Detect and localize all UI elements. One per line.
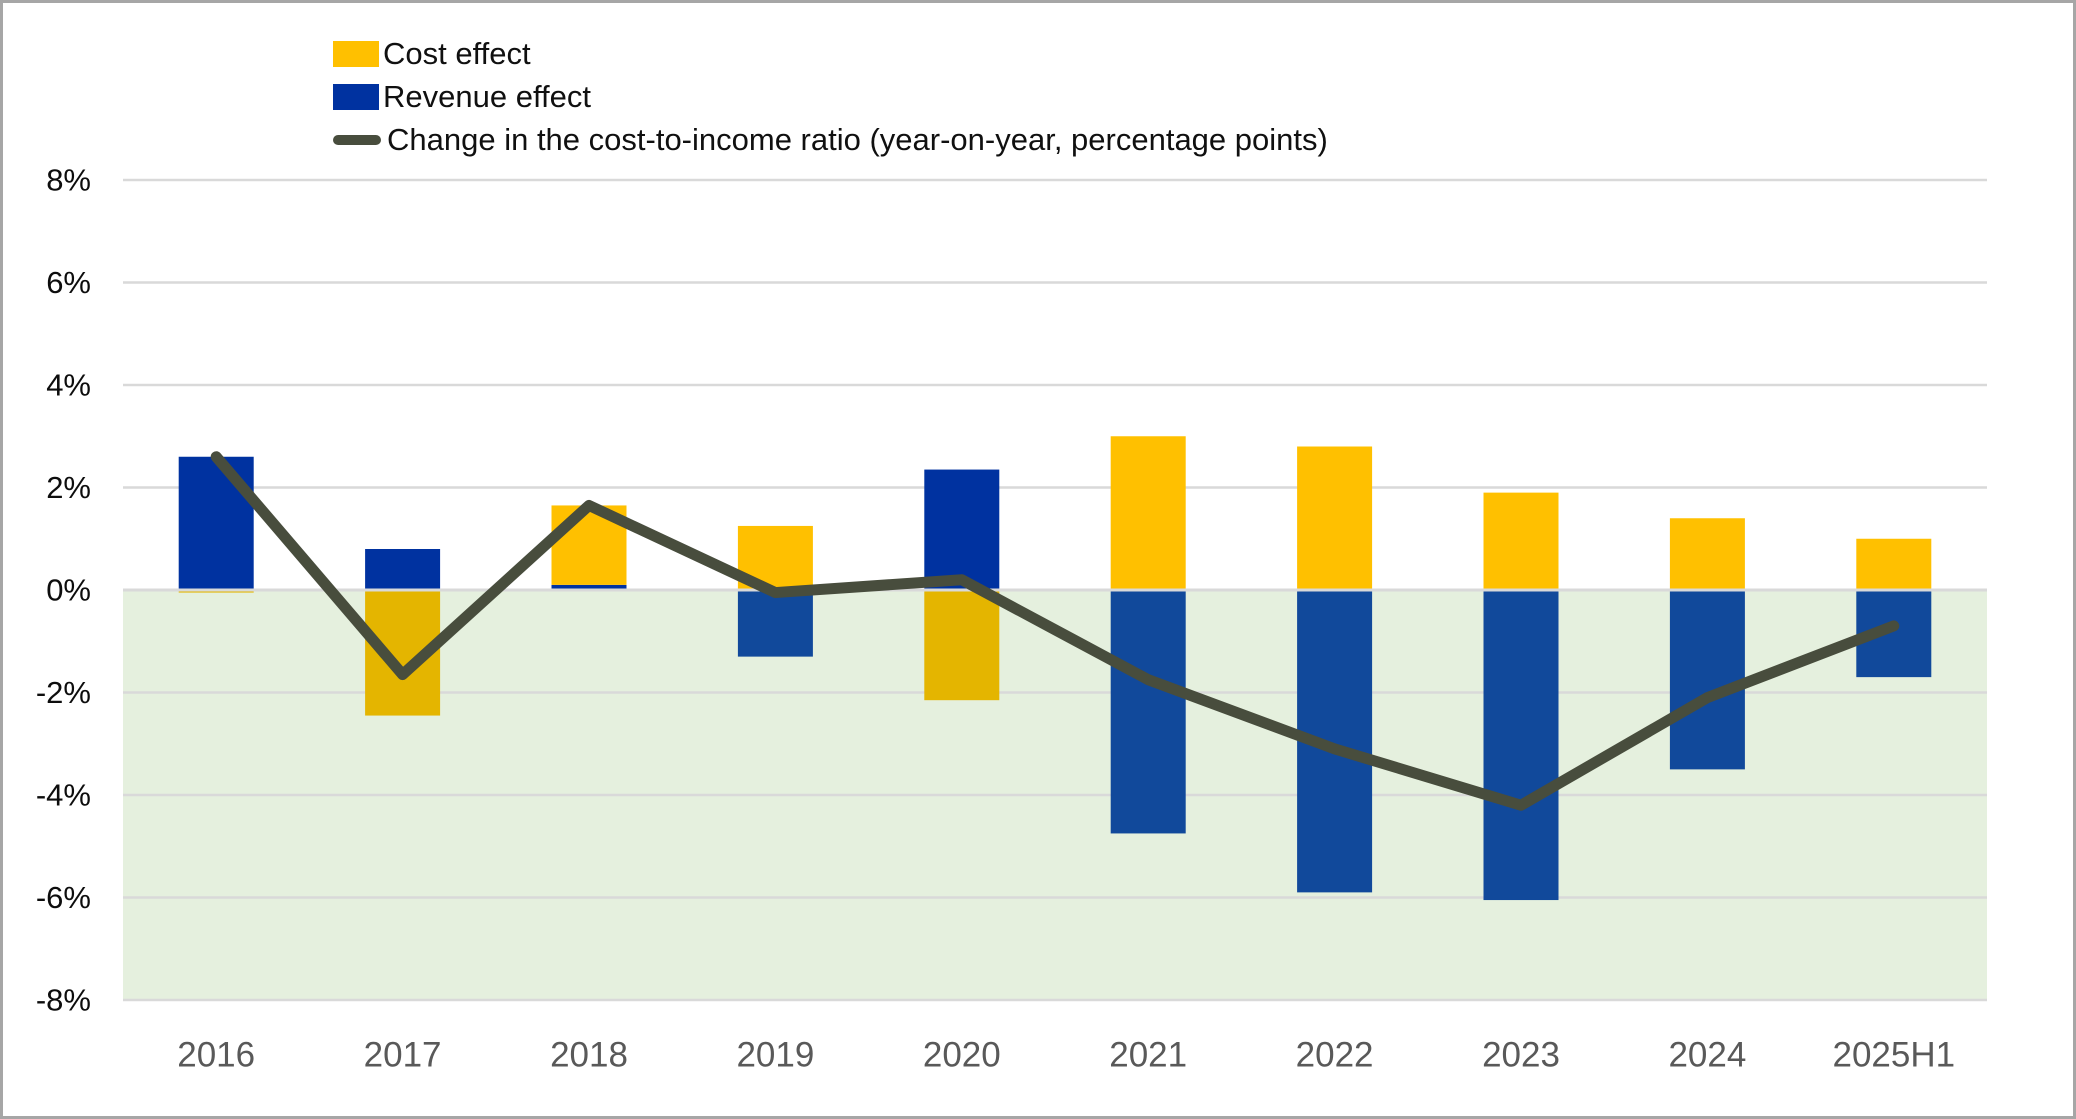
y-axis-tick-label: -4% — [36, 778, 91, 813]
y-axis-tick-label: 8% — [46, 163, 91, 198]
bar-segment-cost-effect — [1297, 446, 1373, 590]
legend-item-cost-effect: Cost effect — [333, 37, 1328, 71]
legend-item-revenue-effect: Revenue effect — [333, 80, 1328, 114]
bar-segment-revenue-effect — [1110, 590, 1186, 834]
y-axis-tick-label: 0% — [46, 573, 91, 608]
x-axis-category-label: 2017 — [364, 1036, 442, 1075]
x-axis-category-label: 2016 — [177, 1036, 255, 1075]
bar-segment-revenue-effect — [178, 456, 254, 590]
revenue-effect-swatch-icon — [333, 84, 379, 110]
bar-segment-cost-effect — [1483, 492, 1559, 590]
legend-item-cti-ratio-line: Change in the cost-to-income ratio (year… — [333, 123, 1328, 157]
y-axis-tick-label: 4% — [46, 368, 91, 403]
bar-segment-revenue-effect — [737, 590, 813, 657]
x-axis-category-label: 2022 — [1296, 1036, 1374, 1075]
bar-segment-revenue-effect — [551, 584, 627, 590]
chart-legend: Cost effect Revenue effect Change in the… — [333, 37, 1328, 157]
x-axis-category-label: 2020 — [923, 1036, 1001, 1075]
x-axis-category-label: 2019 — [736, 1036, 814, 1075]
x-axis-category-label: 2024 — [1668, 1036, 1746, 1075]
cti-ratio-line-swatch-icon — [333, 135, 381, 145]
legend-label-cost-effect: Cost effect — [383, 36, 531, 71]
legend-label-revenue-effect: Revenue effect — [383, 79, 591, 114]
bar-segment-cost-effect — [1856, 538, 1932, 590]
y-axis-tick-label: 2% — [46, 470, 91, 505]
bar-segment-cost-effect — [1669, 518, 1745, 590]
legend-label-cti-ratio-line: Change in the cost-to-income ratio (year… — [387, 122, 1328, 157]
bar-segment-cost-effect — [924, 590, 1000, 701]
x-axis-category-label: 2018 — [550, 1036, 628, 1075]
bar-segment-revenue-effect — [924, 469, 1000, 590]
y-axis-tick-label: -6% — [36, 880, 91, 915]
bar-segment-revenue-effect — [1669, 590, 1745, 770]
y-axis-tick-label: -2% — [36, 675, 91, 710]
x-axis-category-label: 2021 — [1109, 1036, 1187, 1075]
cost-effect-swatch-icon — [333, 41, 379, 67]
bar-segment-cost-effect — [1110, 436, 1186, 590]
y-axis-tick-label: -8% — [36, 983, 91, 1018]
x-axis-category-label: 2025H1 — [1832, 1036, 1955, 1075]
x-axis-category-label: 2023 — [1482, 1036, 1560, 1075]
bar-segment-revenue-effect — [1483, 590, 1559, 901]
y-axis-tick-label: 6% — [46, 265, 91, 300]
chart-canvas: 8% 6% 4% 2% 0% -2% -4% -6% -8% 2016 2017 2018 2019 20… — [36, 163, 1987, 1075]
bar-segment-revenue-effect — [365, 549, 441, 590]
cti-ratio-trend-line — [210, 451, 1900, 811]
